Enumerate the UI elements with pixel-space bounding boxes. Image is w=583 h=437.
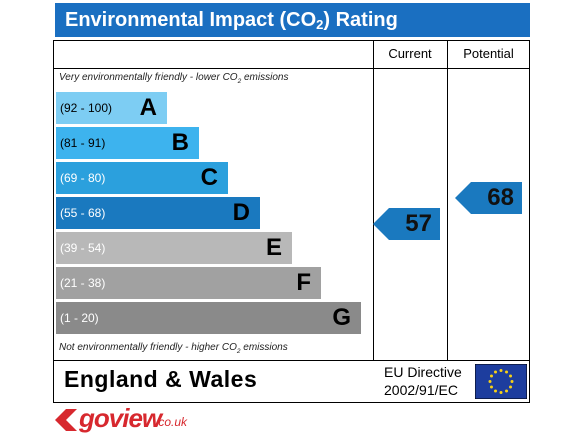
band-letter: E xyxy=(265,234,282,261)
text-part: 2 xyxy=(236,348,241,355)
band-letter: G xyxy=(332,304,351,331)
star xyxy=(489,385,493,389)
band-range: (55 - 68) xyxy=(60,206,106,220)
band-range: (39 - 54) xyxy=(60,241,106,255)
star xyxy=(494,389,497,393)
band-letter: F xyxy=(296,269,311,296)
band-range: (1 - 20) xyxy=(60,311,99,325)
star xyxy=(494,370,497,374)
divider xyxy=(447,40,448,360)
column-header: Potential xyxy=(463,46,514,61)
current-value: 57 xyxy=(405,210,432,237)
logo-name: goview xyxy=(79,403,162,433)
star xyxy=(499,391,503,394)
bottom-note: Not environmentally friendly - higher CO… xyxy=(59,342,288,355)
band: (55 - 68) D xyxy=(56,197,260,229)
divider xyxy=(373,40,374,360)
frame xyxy=(53,40,530,403)
column-header: Current xyxy=(388,46,432,61)
divider xyxy=(53,360,530,361)
band: (92 - 100) A xyxy=(56,92,167,124)
text-part: emissions xyxy=(240,342,288,353)
logo-domain: .co.uk xyxy=(155,415,188,429)
text-part: 2 xyxy=(237,78,242,85)
band-range: (21 - 38) xyxy=(60,276,106,290)
band-letter: A xyxy=(139,94,157,121)
text-part: emissions xyxy=(241,72,289,83)
star xyxy=(510,380,514,383)
potential-rating: 68 xyxy=(455,182,522,214)
band: (69 - 80) C xyxy=(56,162,228,194)
directive: EU Directive xyxy=(384,364,462,380)
band: (39 - 54) E xyxy=(56,232,292,264)
region: England & Wales xyxy=(64,366,258,392)
text-part: Environmental Impact (CO xyxy=(65,9,317,31)
band-range: (69 - 80) xyxy=(60,171,106,185)
text-part: Very environmentally friendly - lower CO xyxy=(59,72,238,83)
star xyxy=(499,369,503,372)
band-letter: D xyxy=(232,199,250,226)
band: (1 - 20) G xyxy=(56,302,361,334)
divider xyxy=(53,68,530,69)
text-part: 2 xyxy=(316,17,324,32)
band: (81 - 91) B xyxy=(56,127,199,159)
text-part: Not environmentally friendly - higher CO xyxy=(59,342,237,353)
band-letter: C xyxy=(200,164,218,191)
band-range: (92 - 100) xyxy=(60,101,113,115)
potential-value: 68 xyxy=(487,184,514,211)
star xyxy=(509,385,513,389)
text-part: ) Rating xyxy=(323,9,398,31)
star xyxy=(488,380,492,383)
star xyxy=(505,370,508,374)
directive: 2002/91/EC xyxy=(384,382,458,398)
star xyxy=(489,374,493,378)
current-rating: 57 xyxy=(373,208,440,240)
title: Environmental Impact (CO2) Rating xyxy=(55,3,530,37)
eu-flag xyxy=(475,364,527,399)
band-range: (81 - 91) xyxy=(60,136,106,150)
star xyxy=(505,389,508,393)
top-note: Very environmentally friendly - lower CO… xyxy=(59,72,288,85)
star xyxy=(509,374,513,378)
band-letter: B xyxy=(171,129,189,156)
band: (21 - 38) F xyxy=(56,267,321,299)
